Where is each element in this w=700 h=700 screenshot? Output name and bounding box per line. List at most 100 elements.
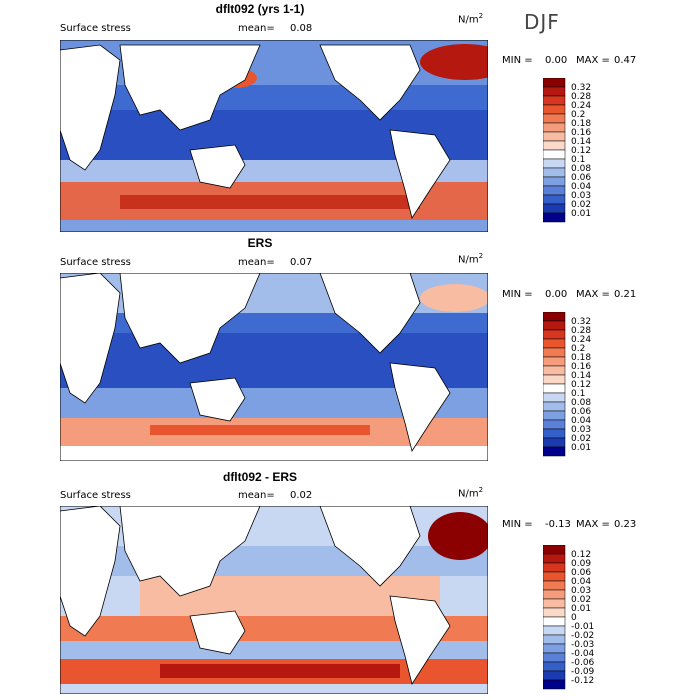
colorbar-swatch: [543, 580, 566, 591]
colorbar-tick-label: 0.28: [571, 92, 591, 102]
colorbar-tick-label: 0.2: [571, 110, 585, 120]
panel-3-mean-label: mean=: [238, 490, 275, 501]
antarctic-band: [60, 220, 488, 232]
australia: [189, 144, 246, 189]
colorbar-swatch: [543, 194, 566, 205]
mid-band: [60, 160, 488, 182]
panel-3-units: N/m2: [458, 486, 484, 500]
colorbar-tick-label: 0.14: [571, 137, 591, 147]
colorbar-swatch: [543, 607, 566, 618]
colorbar-tick-label: 0.03: [571, 586, 591, 596]
colorbar-swatch: [543, 158, 566, 169]
colorbar-tick-label: 0.08: [571, 398, 591, 408]
colorbar-swatch: [543, 185, 566, 196]
colorbar-swatch: [543, 312, 566, 322]
colorbar-swatch: [543, 131, 566, 142]
panel-2-mean-label: mean=: [238, 257, 275, 268]
colorbar-tick-label: 0.03: [571, 425, 591, 435]
panel-2-min-value: 0.00: [545, 289, 568, 300]
colorbar-tick-label: 0.01: [571, 443, 591, 453]
panel-2-title: ERS: [247, 236, 273, 250]
colorbar-tick-label: -0.01: [571, 622, 594, 632]
colorbar-swatch: [543, 571, 566, 582]
southern-core: [120, 195, 420, 209]
colorbar-tick-label: -0.12: [571, 676, 594, 686]
colorbar-tick-label: -0.04: [571, 649, 595, 659]
panel-2-max-label: MAX =: [576, 289, 610, 300]
southern-core: [160, 664, 400, 678]
panel-1-max-value: 0.47: [614, 55, 637, 66]
north-america: [319, 506, 421, 587]
colorbar-tick-label: 0.12: [571, 550, 591, 560]
panel-2-units: N/m2: [458, 252, 484, 266]
asia: [119, 506, 261, 597]
colorbar-swatch: [543, 176, 566, 187]
africa-europe: [60, 273, 121, 404]
colorbar-swatch: [543, 553, 566, 564]
colorbar-tick-label: 0.06: [571, 568, 591, 578]
panel-1-mean-value: 0.08: [290, 23, 313, 34]
colorbar-swatch: [543, 122, 566, 133]
australia: [189, 377, 246, 422]
north-america: [319, 44, 421, 121]
colorbar-tick-label: 0.04: [571, 182, 591, 192]
colorbar-swatch: [543, 212, 566, 223]
south-america: [389, 129, 451, 219]
colorbar-swatch: [543, 78, 566, 88]
colorbar-tick-label: 0.24: [571, 101, 591, 111]
colorbar-tick-label: -0.03: [571, 640, 594, 650]
panel-2-mean-value: 0.07: [290, 257, 313, 268]
asia: [119, 44, 261, 131]
panel-2-map: [60, 273, 488, 461]
australia: [189, 610, 246, 655]
colorbar-tick-label: 0.02: [571, 434, 591, 444]
colorbar-swatch: [543, 562, 566, 573]
panel-1-map: [60, 40, 488, 232]
panel-1-min-value: 0.00: [545, 55, 568, 66]
colorbar-tick-label: -0.09: [571, 667, 595, 677]
south-america: [389, 595, 451, 685]
panel-3-max-label: MAX =: [576, 519, 610, 530]
colorbar-tick-label: 0.01: [571, 604, 591, 614]
colorbar-swatch: [543, 679, 566, 690]
colorbar-tick-label: 0.14: [571, 371, 591, 381]
colorbar-tick-label: -0.02: [571, 631, 594, 641]
panel-1-max-label: MAX =: [576, 55, 610, 66]
colorbar-tick-label: 0.24: [571, 335, 591, 345]
southern-low: [60, 641, 488, 659]
colorbar-tick-label: 0.04: [571, 416, 591, 426]
colorbar-swatch: [543, 86, 566, 97]
colorbar-swatch: [543, 437, 566, 448]
colorbar-tick-label: 0.32: [571, 317, 591, 327]
north-america: [319, 273, 421, 354]
colorbar-swatch: [543, 383, 566, 394]
panel-3-mean-value: 0.02: [290, 490, 313, 501]
colorbar-tick-label: 0.08: [571, 164, 591, 174]
colorbar-swatch: [543, 338, 566, 349]
southern-core: [150, 425, 370, 435]
colorbar-swatch: [543, 365, 566, 376]
colorbar-swatch: [543, 652, 566, 663]
colorbar-tick-label: 0.06: [571, 173, 591, 183]
colorbar-tick-label: 0.03: [571, 191, 591, 201]
colorbar-swatch: [543, 401, 566, 412]
season-label: DJF: [524, 10, 560, 34]
colorbar-swatch: [543, 167, 566, 178]
colorbar-tick-label: 0.04: [571, 577, 591, 587]
asia: [119, 273, 261, 364]
north-atlantic-max: [420, 44, 488, 80]
colorbar-tick-label: 0.1: [571, 389, 585, 399]
colorbar-swatch: [543, 149, 566, 160]
colorbar-swatch: [543, 356, 566, 367]
colorbar-tick-label: 0.12: [571, 146, 591, 156]
africa-europe: [60, 506, 121, 637]
colorbar-swatch: [543, 616, 566, 627]
north-band: [60, 546, 488, 576]
panel-3-map: [60, 506, 488, 694]
colorbar-tick-label: 0.12: [571, 380, 591, 390]
colorbar-swatch: [543, 446, 566, 457]
colorbar-tick-label: 0.18: [571, 353, 591, 363]
colorbar-tick-label: 0.32: [571, 83, 591, 93]
no-data-band: [60, 446, 488, 461]
colorbar-tick-label: 0.01: [571, 209, 591, 219]
